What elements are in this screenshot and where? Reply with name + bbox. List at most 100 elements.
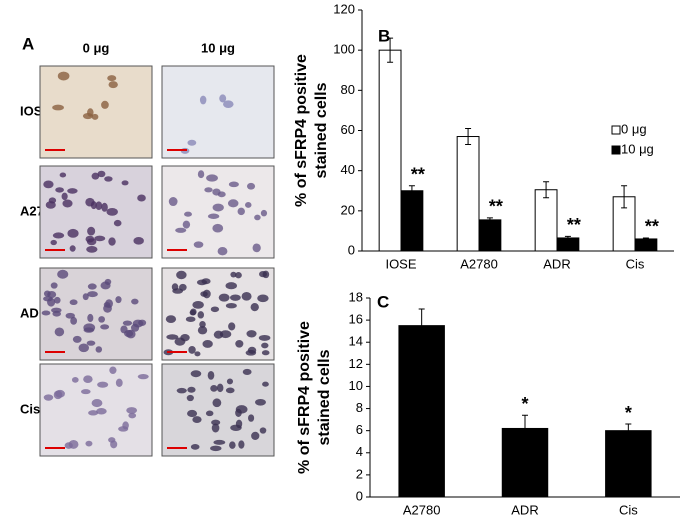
- cell: [228, 181, 239, 188]
- y-tick-label: 40: [341, 162, 355, 177]
- cell: [185, 316, 196, 322]
- cell: [193, 241, 204, 248]
- cell: [48, 197, 57, 204]
- cell: [69, 299, 78, 306]
- bar: [478, 219, 502, 252]
- cell: [202, 340, 213, 348]
- cell: [130, 323, 140, 332]
- cell: [250, 303, 259, 312]
- cell: [72, 335, 82, 343]
- cell: [246, 330, 257, 338]
- y-axis-label: % of sFRP4 positive stained cells: [296, 321, 333, 474]
- cell: [108, 81, 118, 89]
- y-tick-label: 2: [356, 466, 363, 481]
- cell: [87, 291, 98, 298]
- cell: [94, 235, 106, 242]
- row-label: Cis: [20, 401, 40, 416]
- bar: [378, 49, 402, 252]
- cell: [246, 182, 256, 190]
- cell: [86, 246, 98, 253]
- cell: [108, 237, 116, 246]
- cell: [225, 282, 237, 290]
- cell: [210, 385, 218, 392]
- cell: [113, 219, 122, 227]
- y-tick-label: 8: [356, 400, 363, 415]
- cell: [55, 187, 64, 193]
- cell: [255, 398, 266, 406]
- error-bar: [564, 235, 571, 241]
- error-bar: [522, 414, 528, 443]
- panel-label: B: [378, 26, 390, 45]
- cell: [65, 312, 75, 319]
- cell: [97, 170, 106, 178]
- cell: [41, 310, 51, 316]
- micrograph: [161, 165, 275, 259]
- significance-mark: **: [489, 197, 503, 217]
- micrograph: [39, 267, 153, 361]
- cell: [197, 311, 205, 319]
- cell: [118, 426, 129, 432]
- cell: [189, 309, 196, 316]
- image-frame: [161, 65, 275, 159]
- cell: [217, 191, 226, 198]
- column-header: 0 μg: [83, 40, 110, 55]
- error-bar: [642, 237, 649, 241]
- cell: [252, 243, 261, 253]
- y-tick-label: 4: [356, 444, 363, 459]
- error-bar: [625, 423, 632, 438]
- cell: [138, 319, 147, 326]
- cell: [188, 345, 196, 354]
- cell: [230, 294, 241, 301]
- cell: [211, 419, 221, 426]
- y-tick-label: 18: [349, 289, 363, 304]
- cell: [85, 440, 93, 447]
- y-tick-label: 20: [341, 202, 355, 217]
- cell: [86, 238, 97, 246]
- image-frame: [161, 267, 275, 361]
- cell: [67, 188, 78, 194]
- cell: [241, 291, 252, 301]
- x-tick-label: Cis: [619, 502, 638, 517]
- error-bar: [621, 185, 628, 209]
- cell: [187, 409, 198, 418]
- cell: [176, 387, 187, 394]
- cell: [251, 431, 260, 440]
- cell: [82, 293, 89, 301]
- cell: [81, 389, 91, 395]
- legend-label: 0 μg: [621, 121, 647, 136]
- cell: [106, 208, 118, 216]
- cell: [175, 227, 187, 233]
- cell: [86, 340, 96, 346]
- cell: [91, 172, 100, 180]
- bar: [634, 238, 658, 252]
- legend-swatch: [611, 145, 621, 155]
- panel-label: C: [377, 292, 389, 311]
- x-tick-label: Cis: [626, 256, 645, 271]
- cell: [68, 439, 79, 449]
- y-tick-label: 16: [349, 312, 363, 327]
- cell: [212, 203, 224, 212]
- cell: [254, 214, 261, 221]
- cell: [98, 316, 106, 323]
- cell: [126, 407, 138, 414]
- cell: [235, 405, 248, 414]
- micrograph: [161, 65, 275, 159]
- cell: [109, 366, 117, 374]
- cell: [126, 329, 136, 339]
- cell: [100, 324, 110, 330]
- cell: [186, 394, 194, 402]
- cell: [262, 381, 269, 387]
- bar: [400, 190, 424, 252]
- cell: [247, 414, 255, 422]
- cell: [128, 412, 137, 419]
- cell: [172, 288, 184, 294]
- cell: [174, 337, 186, 346]
- cell: [137, 194, 146, 202]
- y-axis-label-line: % of sFRP4 positive: [293, 54, 310, 207]
- error-bar: [387, 37, 394, 63]
- y-tick-label: 0: [356, 488, 363, 503]
- error-bar: [465, 127, 472, 146]
- x-tick-label: ADR: [543, 256, 570, 271]
- cell: [261, 350, 270, 356]
- cell: [182, 220, 191, 229]
